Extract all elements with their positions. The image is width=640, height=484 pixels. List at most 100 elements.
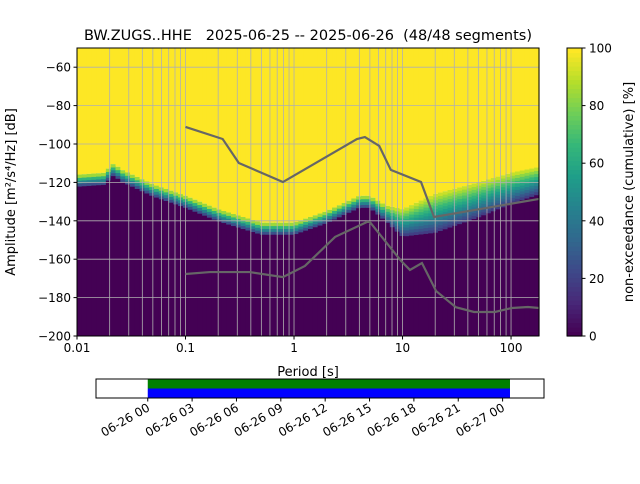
heatmap-cell: [457, 220, 463, 225]
heatmap-cell: [197, 201, 203, 206]
heatmap-cell: [442, 199, 449, 204]
heatmap-cell: [91, 185, 97, 336]
heatmap-cell: [457, 209, 463, 213]
heatmap-cell: [211, 216, 218, 220]
heatmap-cell: [269, 48, 275, 223]
heatmap-cell: [457, 212, 463, 216]
heatmap-cell: [457, 195, 463, 200]
coverage-tick-label: 06-26 12: [276, 400, 330, 439]
heatmap-cell: [500, 198, 506, 202]
colorbar-segment: [567, 223, 582, 229]
heatmap-cell: [510, 48, 516, 173]
heatmap-cell: [149, 192, 155, 196]
heatmap-cell: [428, 201, 434, 206]
heatmap-cell: [115, 172, 121, 176]
heatmap-cell: [466, 187, 473, 192]
heatmap-cell: [409, 208, 415, 212]
heatmap-cell: [529, 188, 535, 192]
heatmap-cell: [245, 227, 251, 231]
heatmap-cell: [428, 196, 434, 200]
heatmap-cell: [317, 213, 324, 217]
heatmap-cell: [269, 225, 275, 229]
heatmap-cell: [466, 196, 473, 201]
heatmap-cell: [413, 220, 420, 224]
heatmap-cell: [457, 218, 463, 222]
heatmap-cell: [466, 211, 473, 215]
heatmap-cell: [433, 199, 439, 204]
heatmap-cell: [433, 223, 439, 227]
heatmap-cell: [471, 192, 478, 196]
heatmap-cell: [211, 48, 218, 208]
heatmap-cell: [168, 199, 174, 203]
heatmap-cell: [534, 173, 540, 178]
heatmap-cell: [120, 175, 126, 180]
heatmap-cell: [442, 223, 449, 227]
heatmap-cell: [519, 190, 526, 195]
heatmap-cell: [486, 48, 492, 180]
heatmap-cell: [231, 216, 237, 221]
heatmap-cell: [476, 202, 482, 206]
heatmap-cell: [125, 183, 131, 336]
heatmap-cell: [389, 223, 396, 228]
heatmap-cell: [462, 204, 468, 208]
heatmap-cell: [308, 228, 314, 336]
heatmap-cell: [317, 48, 324, 214]
colorbar-segment: [567, 313, 582, 319]
heatmap-cell: [120, 48, 126, 171]
heatmap-cell: [490, 195, 497, 200]
heatmap-cell: [303, 48, 309, 219]
heatmap-cell: [173, 192, 179, 196]
heatmap-cell: [409, 214, 415, 218]
y-tick-label: −200: [38, 330, 71, 344]
colorbar-segment: [567, 309, 582, 315]
heatmap-cell: [418, 220, 425, 224]
colorbar-segment: [567, 70, 582, 76]
colorbar-segment: [567, 192, 582, 198]
heatmap-cell: [404, 235, 410, 336]
heatmap-cell: [332, 216, 338, 220]
heatmap-cell: [481, 186, 487, 190]
colorbar-segment: [567, 304, 582, 310]
heatmap-cell: [452, 202, 458, 207]
heatmap-cell: [423, 198, 429, 202]
heatmap-cell: [524, 48, 530, 170]
heatmap-cell: [336, 211, 343, 215]
heatmap-cell: [336, 213, 343, 218]
heatmap-cell: [481, 183, 487, 188]
y-tick-label: −100: [38, 138, 71, 152]
heatmap-cell: [505, 173, 511, 178]
heatmap-cell: [519, 199, 526, 336]
heatmap-cell: [529, 190, 535, 195]
heatmap-cell: [476, 190, 482, 195]
heatmap-cell: [370, 197, 376, 202]
heatmap-cell: [312, 226, 319, 336]
heatmap-cell: [293, 233, 299, 336]
heatmap-cell: [154, 194, 160, 198]
heatmap-cell: [370, 48, 376, 198]
heatmap-cell: [279, 234, 285, 336]
heatmap-cell: [447, 198, 453, 202]
heatmap-cell: [490, 183, 497, 188]
heatmap-cell: [120, 178, 126, 183]
heatmap-cell: [279, 228, 285, 232]
coverage-tick-label: 06-26 00: [99, 400, 153, 439]
heatmap-cell: [457, 48, 463, 188]
heatmap-cell: [505, 196, 511, 200]
heatmap-cell: [442, 194, 449, 198]
heatmap-cell: [486, 201, 492, 205]
heatmap-cell: [341, 211, 348, 216]
heatmap-cell: [433, 226, 439, 230]
heatmap-cell: [534, 170, 540, 175]
heatmap-cell: [163, 197, 170, 201]
heatmap-cell: [288, 48, 295, 223]
heatmap-cell: [418, 48, 425, 201]
heatmap-cell: [149, 48, 155, 184]
heatmap-cell: [404, 215, 410, 220]
heatmap-cell: [360, 198, 367, 203]
heatmap-cell: [283, 225, 290, 229]
heatmap-cell: [245, 221, 251, 225]
heatmap-cell: [505, 185, 511, 189]
heatmap-cell: [77, 186, 83, 336]
heatmap-cell: [327, 212, 333, 217]
heatmap-cell: [298, 223, 304, 227]
